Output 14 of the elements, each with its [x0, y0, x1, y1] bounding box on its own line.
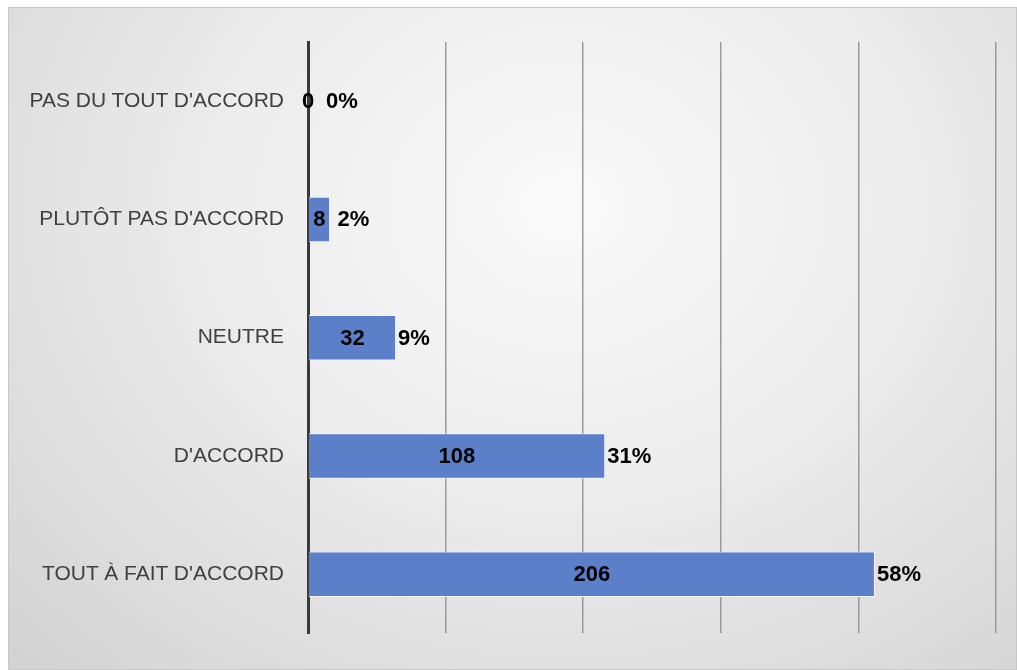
- y-tick-label: NEUTRE: [197, 324, 284, 348]
- y-tick-label: PAS DU TOUT D'ACCORD: [29, 87, 284, 111]
- y-tick-label: PLUTÔT PAS D'ACCORD: [39, 206, 284, 230]
- y-tick-label: D'ACCORD: [173, 442, 284, 466]
- annotation: 58%: [876, 561, 921, 587]
- annotation: 0%: [326, 88, 358, 114]
- annotation: 31%: [607, 443, 652, 469]
- data-label: 8: [313, 206, 326, 232]
- annotation: 2%: [337, 206, 370, 232]
- annotation: 9%: [398, 324, 430, 350]
- data-label: 32: [340, 324, 365, 350]
- data-label: 108: [438, 443, 476, 469]
- data-label: 206: [573, 561, 611, 587]
- y-tick-label: TOUT À FAIT D'ACCORD: [41, 561, 284, 585]
